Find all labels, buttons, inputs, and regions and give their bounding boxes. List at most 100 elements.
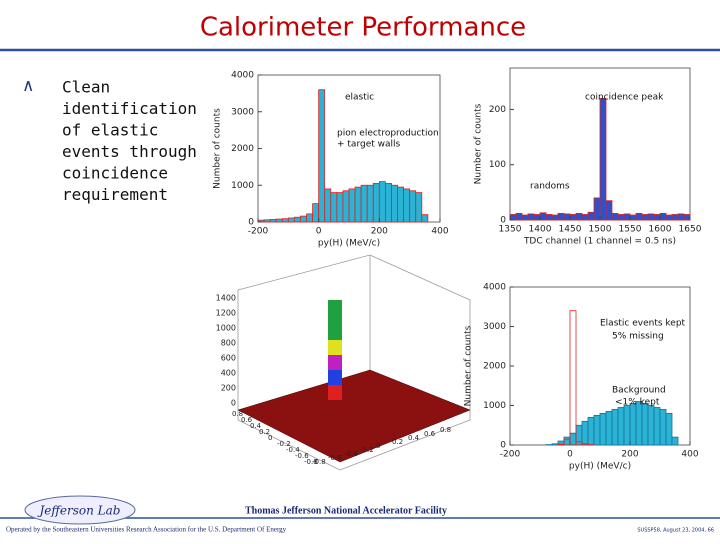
footer-right: SUSSP58, August 23, 2004, 66 <box>637 528 714 534</box>
histogram-bar <box>270 219 276 222</box>
y-tick-label: 0.2 <box>392 438 403 446</box>
y-tick-label: 1000 <box>483 401 506 411</box>
x-tick-label: 200 <box>621 450 638 460</box>
histogram-bar <box>666 413 672 445</box>
y-tick-label: 200 <box>489 105 506 115</box>
histogram-bar <box>684 214 690 220</box>
bullet-line: of elastic <box>62 121 158 140</box>
histogram-bar <box>636 213 642 220</box>
histogram-bar <box>660 213 666 220</box>
histogram-bar <box>337 193 343 222</box>
histogram-bar <box>313 204 319 222</box>
z-tick-label: 600 <box>221 354 236 363</box>
histogram-bar <box>264 220 270 222</box>
x-tick-label: -200 <box>500 450 521 460</box>
annotation: elastic <box>345 93 374 103</box>
annotation: randoms <box>530 182 570 192</box>
histogram-bar <box>385 183 391 222</box>
histogram-bar <box>319 90 325 222</box>
histogram-bar <box>558 444 564 445</box>
bullet-line: coincidence <box>62 164 168 183</box>
annotation: coincidence peak <box>585 93 664 103</box>
histogram-bar <box>552 215 558 220</box>
x-tick-label: 1650 <box>679 225 702 235</box>
annotation: pion electroproduction <box>337 129 439 139</box>
y-tick-label: 3000 <box>231 107 254 117</box>
annotation: <1% kept <box>615 398 660 408</box>
x-tick-label: -200 <box>248 227 269 237</box>
histogram-bar <box>654 214 660 220</box>
histogram-bar <box>588 417 594 445</box>
histogram-bar <box>624 406 630 446</box>
histogram-bar <box>648 406 654 446</box>
y-tick-label: 2000 <box>483 362 506 372</box>
z-tick-label: 0 <box>231 399 236 408</box>
histogram-bar <box>576 213 582 220</box>
histogram-bar <box>349 189 355 222</box>
histogram-bar <box>379 182 385 222</box>
histogram-bar <box>624 214 630 220</box>
logo: Jefferson Lab <box>37 504 121 518</box>
histogram-bar <box>416 193 422 222</box>
bullet-line: Clean <box>62 78 110 97</box>
y-axis-label: Number of counts <box>464 325 474 406</box>
histogram-bar <box>373 183 379 222</box>
y-tick-label: -0.8 <box>312 458 326 466</box>
histogram-bar <box>398 187 404 222</box>
histogram-bar <box>282 219 288 222</box>
x-axis-label: TDC channel (1 channel = 0.5 ns) <box>523 237 676 247</box>
histogram-bar <box>288 218 294 222</box>
histogram-bar <box>570 433 576 445</box>
histogram-bar <box>642 214 648 220</box>
histogram-bar <box>618 214 624 220</box>
histogram-bar <box>564 437 570 445</box>
histogram-bar <box>564 214 570 220</box>
histogram-bar <box>642 404 648 445</box>
annotation: Elastic events kept <box>600 319 686 329</box>
x-tick-label: 1400 <box>529 225 552 235</box>
histogram-bar <box>343 191 349 222</box>
y-tick-label: 0 <box>376 442 380 450</box>
lego-floor <box>238 370 470 462</box>
x-tick-label: 0 <box>268 434 272 442</box>
annotation: + target walls <box>337 140 401 150</box>
histogram-bar <box>294 217 300 222</box>
histogram-bar <box>300 216 306 222</box>
y-tick-label: 0.8 <box>440 426 451 434</box>
histogram-bar <box>606 201 612 220</box>
x-tick-label: 0 <box>316 227 322 237</box>
histogram-bar <box>540 213 546 220</box>
histogram-bar <box>666 215 672 220</box>
histogram-bar <box>600 413 606 445</box>
histogram-bar <box>276 219 282 222</box>
histogram-bar <box>648 214 654 220</box>
y-tick-label: 1000 <box>231 181 254 191</box>
histogram-bar <box>636 402 642 445</box>
z-tick-label: 200 <box>221 384 236 393</box>
x-tick-label: 400 <box>681 450 698 460</box>
histogram-bar <box>630 215 636 220</box>
slide-title: Calorimeter Performance <box>200 13 526 43</box>
y-tick-label: -0.6 <box>328 454 342 462</box>
annotation: 5% missing <box>612 332 664 342</box>
bullet-mark: ∧ <box>22 76 34 96</box>
y-tick-label: 2000 <box>231 144 254 154</box>
lego-tower <box>328 370 342 385</box>
x-tick-label: 400 <box>431 227 448 237</box>
x-axis-label: py(H) (MeV/c) <box>318 239 380 249</box>
lego-plot: 14001200100080060040020000.80.60.40.20-0… <box>216 255 470 470</box>
lego-tower <box>328 355 342 370</box>
histogram-bar <box>534 214 540 220</box>
histogram-bar <box>410 191 416 222</box>
histogram-bar <box>552 444 558 445</box>
histogram-bar <box>546 214 552 220</box>
y-tick-label: 4000 <box>483 283 506 293</box>
bullet-line: identification <box>62 99 197 118</box>
histogram-bar <box>331 193 337 222</box>
y-tick-label: 4000 <box>231 71 254 81</box>
x-tick-label: 200 <box>371 227 388 237</box>
